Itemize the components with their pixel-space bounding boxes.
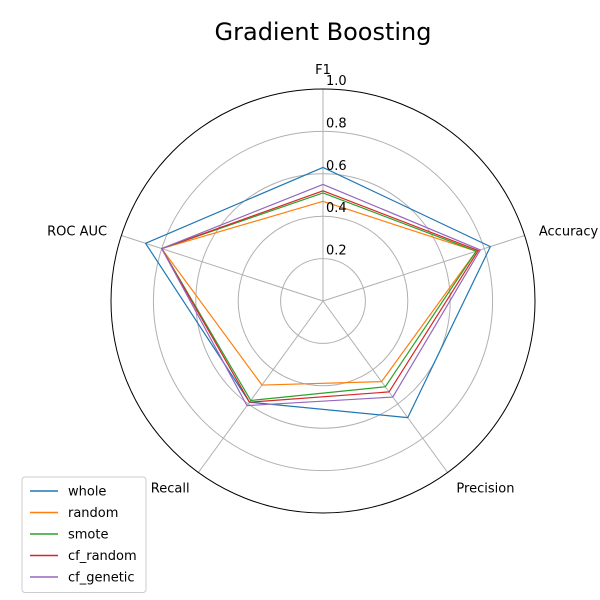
series-lines: [144, 166, 491, 419]
series-line-cf_genetic: [161, 183, 481, 407]
circular-gridline: [152, 130, 494, 472]
legend: whole random smote cf_random cf_genetic: [21, 476, 147, 593]
outer-frame: [110, 88, 536, 514]
series-line-cf_random: [161, 190, 479, 403]
radial-gridline: [121, 235, 324, 302]
r-tick-label: 0.8: [326, 116, 347, 131]
axis-label: Accuracy: [539, 224, 599, 239]
circular-gridline: [280, 258, 366, 344]
legend-entry: random: [68, 506, 118, 521]
axis-label: ROC AUC: [47, 224, 107, 239]
radial-gridline: [197, 300, 324, 473]
radial-gridline: [322, 235, 525, 302]
series-line-random: [161, 200, 477, 386]
axis-label: F1: [315, 63, 331, 78]
legend-entry: whole: [68, 485, 106, 500]
r-tick-label: 1.0: [326, 74, 347, 89]
legend-entry: cf_random: [68, 549, 137, 564]
r-tick-label: 0.6: [326, 159, 347, 174]
r-tick-label: 0.2: [326, 244, 347, 259]
axis-label: Recall: [151, 482, 190, 497]
circular-gridline: [237, 215, 409, 387]
series-line-whole: [144, 166, 491, 419]
legend-entry: cf_genetic: [68, 571, 135, 586]
r-tick-label: 0.4: [326, 201, 347, 216]
series-line-smote: [161, 192, 477, 402]
axis-label: Precision: [456, 482, 514, 497]
legend-entry: smote: [68, 528, 109, 543]
axis-labels: 0.2 0.4 0.6 0.8 1.0F1 Accuracy Precision Recall…: [47, 63, 598, 497]
chart-title: Gradient Boosting: [215, 18, 432, 46]
legend-box: [21, 476, 147, 593]
grid: [110, 88, 536, 514]
